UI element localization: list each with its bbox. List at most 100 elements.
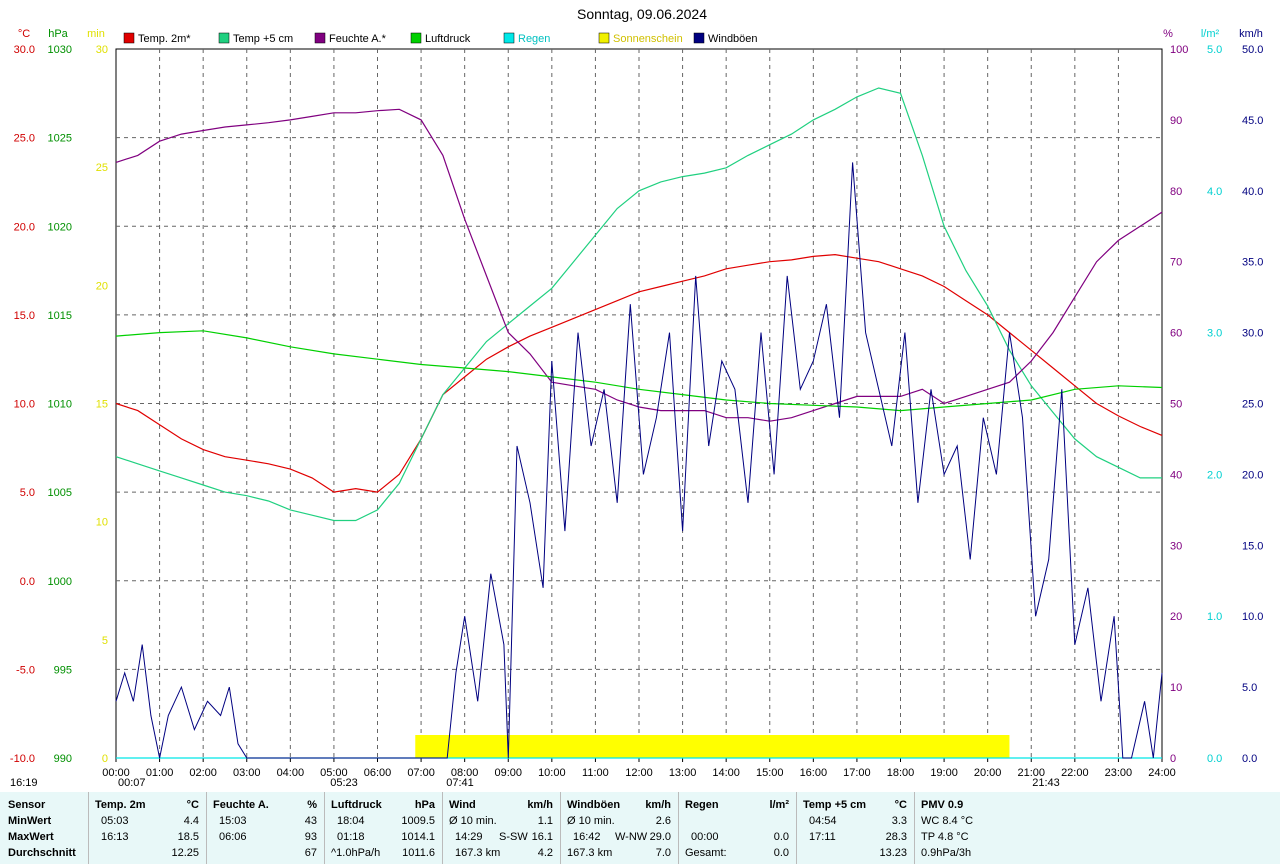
row-labels: Sensor MinWert MaxWert Durchschnitt: [0, 792, 88, 864]
x-tick-label: 19:00: [930, 767, 958, 779]
temp_c-tick-label: -10.0: [10, 753, 35, 765]
x-tick-label: 18:00: [887, 767, 915, 779]
x-tick-label: 05:00: [320, 767, 348, 779]
sunshine-tick-label: 10: [96, 517, 108, 529]
wind-max-dir: S-SW: [499, 831, 528, 843]
humidity_pct-tick-label: 70: [1170, 257, 1182, 269]
rain-unit: l/m²: [769, 799, 789, 811]
pressure_hpa-tick-label: 1010: [48, 399, 72, 411]
max-label: MaxWert: [8, 831, 54, 843]
time-marker-label: 07:41: [446, 777, 474, 789]
legend-label: Windböen: [708, 33, 758, 45]
weather-chart: 30.025.020.015.010.05.00.0-5.0-10.010301…: [10, 6, 1264, 789]
gust-max: 29.0: [649, 831, 671, 843]
rain-max-time: 00:00: [691, 831, 719, 843]
humidity-stats: Feuchte A. % 15:03 43 06:06 93 67: [206, 792, 325, 864]
x-tick-label: 16:00: [800, 767, 828, 779]
wind-max-time: 14:29: [455, 831, 483, 843]
gust-max-dir: W-NW: [615, 831, 648, 843]
humidity-max: 93: [304, 831, 317, 843]
legend-label: Feuchte A.*: [329, 33, 387, 45]
rain_lm2-tick-label: 2.0: [1207, 469, 1222, 481]
x-tick-label: 23:00: [1105, 767, 1133, 779]
gust-distance: 167.3 km: [567, 847, 613, 859]
legend-label: Regen: [518, 33, 550, 45]
wind_kmh-tick-label: 15.0: [1242, 540, 1263, 552]
humidity_pct-tick-label: 90: [1170, 115, 1182, 127]
pressure_hpa-tick-label: 990: [54, 753, 72, 765]
min-label: MinWert: [8, 815, 52, 827]
x-tick-label: 03:00: [233, 767, 261, 779]
time-markers: 00:07 05:23 07:41 21:43 16:19: [10, 777, 1060, 789]
pmv-trend: 0.9hPa/3h: [921, 847, 972, 859]
time-marker-label: 05:23: [330, 777, 358, 789]
wind-min: 1.1: [537, 815, 553, 827]
temp_c-tick-label: -5.0: [16, 664, 35, 676]
wind_kmh-tick-label: 25.0: [1242, 399, 1263, 411]
wind_kmh-tick-label: 5.0: [1242, 682, 1257, 694]
pressure-header: Luftdruck: [331, 799, 382, 811]
legend-swatch: [693, 32, 705, 44]
humidity_pct-tick-label: 0: [1170, 753, 1176, 765]
temp2m-max: 18.5: [177, 831, 199, 843]
pressure_hpa-tick-label: 1005: [48, 487, 72, 499]
gust-unit: km/h: [645, 799, 671, 811]
rain_lm2-tick-label: 4.0: [1207, 186, 1222, 198]
gust-min: 2.6: [655, 815, 671, 827]
sunshine_min-unit-label: min: [87, 28, 105, 40]
series-line-temp-5-cm: [115, 87, 1162, 522]
legend-label: Temp. 2m*: [138, 33, 191, 45]
legend-swatch: [218, 32, 230, 44]
wind-max: 16.1: [531, 831, 553, 843]
wind_kmh-tick-label: 35.0: [1242, 257, 1263, 269]
humidity-min-time: 15:03: [219, 815, 247, 827]
gust-avg: 7.0: [655, 847, 671, 859]
chart-axes: 30.025.020.015.010.05.00.0-5.0-10.010301…: [10, 28, 1264, 779]
humidity-header: Feuchte A.: [213, 799, 269, 811]
pressure-max-time: 01:18: [337, 831, 365, 843]
temp2m-unit: °C: [186, 799, 199, 811]
x-tick-label: 09:00: [494, 767, 522, 779]
wind-min-label: Ø 10 min.: [449, 815, 497, 827]
wind_kmh-tick-label: 10.0: [1242, 611, 1263, 623]
humidity_pct-unit-label: %: [1163, 28, 1173, 40]
wind-header: Wind: [449, 799, 476, 811]
wind_kmh-tick-label: 45.0: [1242, 115, 1263, 127]
gust-max-time: 16:42: [573, 831, 601, 843]
pressure_hpa-unit-label: hPa: [48, 28, 68, 40]
x-tick-label: 12:00: [625, 767, 653, 779]
sunshine-duration-bar: [415, 735, 1010, 758]
x-tick-label: 21:00: [1017, 767, 1045, 779]
legend-swatch: [410, 32, 422, 44]
time-marker-label: 00:07: [118, 777, 146, 789]
temp_c-tick-label: 10.0: [14, 399, 35, 411]
wind-unit: km/h: [527, 799, 553, 811]
temp2m-min-time: 05:03: [101, 815, 129, 827]
wind-stats: Wind km/h Ø 10 min. 1.1 14:29 S-SW 16.1 …: [442, 792, 561, 864]
rain_lm2-tick-label: 5.0: [1207, 44, 1222, 56]
pmv-stats: PMV 0.9 WC 8.4 °C TP 4.8 °C 0.9hPa/3h: [914, 792, 1035, 864]
pressure_hpa-tick-label: 995: [54, 664, 72, 676]
humidity-min: 43: [304, 815, 317, 827]
sensor-label: Sensor: [8, 799, 46, 811]
temp_c-tick-label: 15.0: [14, 310, 35, 322]
stats-panel: Sensor MinWert MaxWert Durchschnitt Temp…: [0, 792, 1280, 864]
rain-max: 0.0: [773, 831, 789, 843]
humidity_pct-tick-label: 30: [1170, 540, 1182, 552]
humidity_pct-tick-label: 20: [1170, 611, 1182, 623]
sunshine-bar: [415, 735, 1010, 758]
temp5cm-avg: 13.23: [879, 847, 907, 859]
temp5cm-min: 3.3: [891, 815, 907, 827]
pressure_hpa-tick-label: 1000: [48, 576, 72, 588]
legend-swatch: [598, 32, 610, 44]
x-tick-label: 13:00: [669, 767, 697, 779]
pressure-max: 1014.1: [401, 831, 435, 843]
pressure-trend: ^1.0hPa/h: [331, 847, 381, 859]
x-tick-label: 11:00: [582, 767, 609, 779]
pressure_hpa-tick-label: 1030: [48, 44, 72, 56]
x-tick-label: 06:00: [364, 767, 392, 779]
gust-stats: Windböen km/h Ø 10 min. 2.6 16:42 W-NW 2…: [560, 792, 679, 864]
temp_c-tick-label: 5.0: [20, 487, 35, 499]
rain-header: Regen: [685, 799, 719, 811]
sunshine-tick-label: 15: [96, 399, 108, 411]
